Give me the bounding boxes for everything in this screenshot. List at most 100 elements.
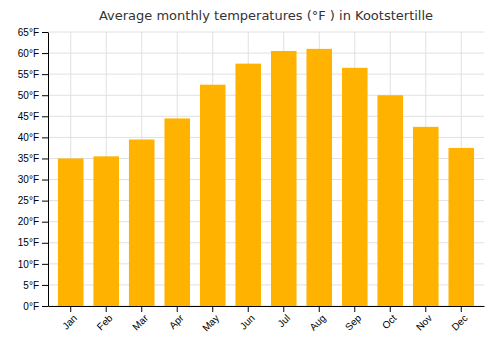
tick: Sep xyxy=(343,306,364,333)
grid-line xyxy=(48,74,484,75)
tick: 15°F xyxy=(18,237,48,248)
tick-mark xyxy=(212,306,213,312)
tick: 30°F xyxy=(18,174,48,185)
tick: 35°F xyxy=(18,153,48,164)
tick-label: 0°F xyxy=(23,301,39,312)
bar xyxy=(342,68,368,306)
bar xyxy=(235,64,261,306)
tick: Oct xyxy=(380,306,399,331)
grid-line xyxy=(48,95,484,96)
tick-label: Oct xyxy=(380,312,399,331)
tick-mark xyxy=(283,306,284,312)
tick: Apr xyxy=(167,306,186,331)
tick-mark xyxy=(425,306,426,312)
bar xyxy=(129,139,155,306)
tick-label: 15°F xyxy=(18,237,39,248)
bar xyxy=(200,85,226,306)
grid-line xyxy=(48,116,484,117)
tick-mark xyxy=(42,137,48,138)
tick: Jul xyxy=(275,306,292,329)
tick-mark xyxy=(42,32,48,33)
bar xyxy=(448,148,474,306)
tick-mark xyxy=(354,306,355,312)
tick: 40°F xyxy=(18,132,48,143)
tick-mark xyxy=(42,306,48,307)
tick-mark xyxy=(248,306,249,312)
title: Average monthly temperatures (°F ) in Ko… xyxy=(99,8,433,23)
tick-label: 55°F xyxy=(18,69,39,80)
tick-mark xyxy=(42,222,48,223)
tick-label: 40°F xyxy=(18,132,39,143)
tick: 20°F xyxy=(18,216,48,227)
tick: Mar xyxy=(130,306,150,332)
tick-mark xyxy=(177,306,178,312)
tick-label: 45°F xyxy=(18,111,39,122)
tick: 65°F xyxy=(18,27,48,38)
grid-line xyxy=(48,53,484,54)
tick-label: Apr xyxy=(167,312,186,331)
bar xyxy=(93,156,119,306)
tick-mark xyxy=(42,201,48,202)
bars xyxy=(58,49,474,306)
tick-label: 50°F xyxy=(18,90,39,101)
axis-line xyxy=(48,33,49,307)
tick-label: May xyxy=(200,312,221,333)
tick-mark xyxy=(70,306,71,312)
tick: Nov xyxy=(414,306,434,333)
tick-mark xyxy=(141,306,142,312)
chart: 0°F 5°F 10°F 15°F 20°F 25°F 30°F 35°F 40°F 45°F 50… xyxy=(0,0,500,350)
tick-label: 25°F xyxy=(18,195,39,206)
tick-label: 30°F xyxy=(18,174,39,185)
tick-mark xyxy=(319,306,320,312)
bar xyxy=(271,51,297,306)
bar xyxy=(306,49,332,306)
tick-mark xyxy=(42,158,48,159)
tick: 45°F xyxy=(18,111,48,122)
tick-label: 20°F xyxy=(18,216,39,227)
tick-label: 65°F xyxy=(18,27,39,38)
tick: Jun xyxy=(238,306,257,332)
tick: 55°F xyxy=(18,69,48,80)
tick-label: Sep xyxy=(343,312,364,333)
tick-mark xyxy=(42,74,48,75)
tick: 0°F xyxy=(23,301,48,312)
plot-area: 0°F 5°F 10°F 15°F 20°F 25°F 30°F 35°F 40°F 45°F 50… xyxy=(18,27,485,334)
bar xyxy=(413,127,439,306)
tick-label: Feb xyxy=(95,312,115,332)
tick: 5°F xyxy=(23,280,48,291)
tick-label: 35°F xyxy=(18,153,39,164)
tick-label: Nov xyxy=(414,312,434,332)
tick: Aug xyxy=(307,306,327,333)
tick: Jan xyxy=(60,306,79,332)
tick-mark xyxy=(42,285,48,286)
tick-label: Aug xyxy=(307,312,327,332)
grid-line xyxy=(48,32,484,33)
tick-mark xyxy=(42,243,48,244)
tick: 10°F xyxy=(18,259,48,270)
tick: Feb xyxy=(95,306,115,332)
tick-label: Mar xyxy=(130,312,150,332)
tick: May xyxy=(200,306,221,334)
tick: 60°F xyxy=(18,48,48,59)
tick-label: 60°F xyxy=(18,48,39,59)
axis-line xyxy=(49,306,485,307)
tick-mark xyxy=(390,306,391,312)
x-axis: Jan Feb Mar Apr May Jun Jul Aug Sep Oct Nov Dec xyxy=(49,306,485,334)
bar xyxy=(58,158,84,306)
tick: 50°F xyxy=(18,90,48,101)
tick-label: 5°F xyxy=(23,280,39,291)
tick-label: Dec xyxy=(449,312,469,332)
tick-mark xyxy=(42,264,48,265)
tick-label: Jan xyxy=(60,312,79,331)
grid xyxy=(48,32,484,306)
tick-mark xyxy=(42,180,48,181)
y-axis: 0°F 5°F 10°F 15°F 20°F 25°F 30°F 35°F 40°F 45°F 50… xyxy=(18,27,49,312)
tick-label: 10°F xyxy=(18,259,39,270)
tick: Dec xyxy=(449,306,469,333)
tick-mark xyxy=(461,306,462,312)
tick-label: Jul xyxy=(275,312,292,329)
bar xyxy=(164,118,190,306)
tick-mark xyxy=(42,95,48,96)
tick-mark xyxy=(42,53,48,54)
tick: 25°F xyxy=(18,195,48,206)
